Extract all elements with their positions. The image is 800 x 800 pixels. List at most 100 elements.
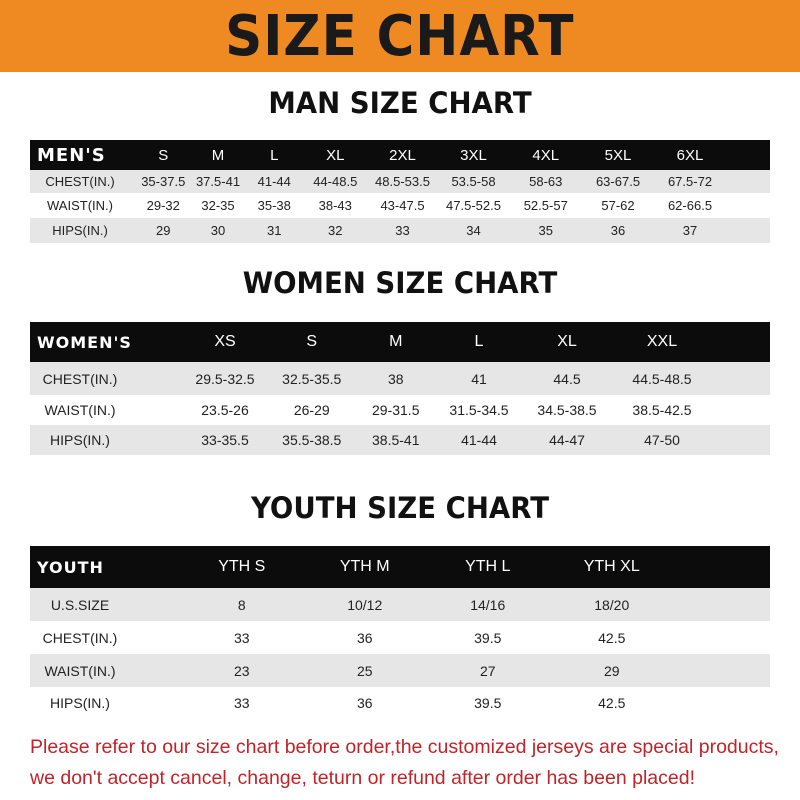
header-row: YOUTH YTH S YTH M YTH L YTH XL	[30, 546, 770, 588]
measurement-cell: 18/20	[594, 596, 630, 613]
table-row: WAIST(IN.) 29-32 32-35 35-38 38-43 43-47.5 47.…	[30, 193, 770, 218]
size-header-cell: S	[306, 333, 318, 350]
size-header-cell: XS	[214, 333, 236, 350]
row-label: WAIST(IN.)	[44, 662, 116, 679]
measurement-cell: 41	[471, 370, 487, 387]
measurement-cell: 30	[210, 223, 226, 238]
table-row: HIPS(IN.) 29 30 31 32 33 34 35 36 37	[30, 218, 770, 243]
row-label: CHEST(IN.)	[45, 174, 115, 189]
measurement-cell: 38.5-42.5	[632, 402, 692, 418]
measurement-cell: 35	[538, 223, 553, 238]
size-header-cell: XL	[557, 333, 577, 350]
size-header-cell: L	[270, 146, 279, 164]
measurement-cell: 47.5-52.5	[446, 198, 501, 213]
measurement-cell: 67.5-72	[667, 174, 713, 189]
youth-size-table: YOUTH YTH S YTH M YTH L YTH XL U.S.SIZE 8 10/12…	[30, 546, 770, 718]
row-label: HIPS(IN.)	[52, 223, 108, 238]
row-label: HIPS(IN.)	[50, 694, 110, 711]
measurement-cell: 32	[328, 223, 343, 238]
size-header-cell: 5XL	[604, 146, 632, 164]
measurement-cell: 42.5	[598, 694, 626, 711]
size-header-cell: YTH XL	[583, 558, 640, 575]
youth-section-title: YOUTH SIZE CHART	[250, 491, 550, 525]
measurement-cell: 14/16	[470, 596, 506, 613]
measurement-cell: 38	[387, 370, 404, 387]
header-row: MEN'S S M L XL 2XL 3XL 4XL 5XL 6XL	[30, 140, 770, 170]
size-header-cell: L	[474, 333, 484, 350]
measurement-cell: 43-47.5	[380, 198, 425, 213]
row-label: WAIST(IN.)	[47, 198, 113, 213]
measurement-cell: 37.5-41	[195, 174, 241, 189]
measurement-cell: 33	[233, 694, 250, 711]
row-label: HIPS(IN.)	[50, 432, 110, 448]
table-title-cell: WOMEN'S	[37, 332, 132, 352]
header-row: WOMEN'S XS S M L XL XXL	[30, 322, 770, 362]
table-title-cell: YOUTH	[37, 557, 104, 577]
measurement-cell: 35-38	[257, 198, 291, 213]
measurement-cell: 36	[356, 629, 373, 646]
measurement-cell: 44-47	[549, 432, 585, 448]
measurement-cell: 23.5-26	[201, 402, 249, 418]
row-label: WAIST(IN.)	[44, 402, 116, 418]
women-size-table: WOMEN'S XS S M L XL XXL CHEST(IN.) 29.5-32.5 32.5…	[30, 322, 770, 455]
size-header-cell: 4XL	[532, 146, 560, 164]
measurement-cell: 29	[156, 223, 171, 238]
measurement-cell: 35.5-38.5	[282, 432, 342, 448]
measurement-cell: 27	[479, 662, 496, 679]
measurement-cell: 29-32	[146, 198, 180, 213]
measurement-cell: 36	[356, 694, 373, 711]
table-row: U.S.SIZE 8 10/12 14/16 18/20	[30, 588, 770, 621]
measurement-cell: 29	[603, 662, 620, 679]
measurement-cell: 31.5-34.5	[449, 402, 509, 418]
measurement-cell: 25	[356, 662, 373, 679]
measurement-cell: 37	[682, 223, 698, 238]
measurement-cell: 39.5	[474, 629, 502, 646]
measurement-cell: 32.5-35.5	[282, 370, 342, 387]
notice-line-1: Please refer to our size chart before or…	[30, 736, 779, 758]
table-row: WAIST(IN.) 23 25 27 29	[30, 654, 770, 687]
measurement-cell: 34	[466, 223, 481, 238]
size-header-cell: YTH L	[465, 558, 511, 575]
page-title: SIZE CHART	[225, 3, 575, 69]
size-header-cell: XL	[326, 146, 345, 164]
measurement-cell: 29.5-32.5	[195, 370, 255, 387]
measurement-cell: 26-29	[293, 402, 330, 418]
measurement-cell: 57-62	[601, 198, 635, 213]
measurement-cell: 48.5-53.5	[375, 174, 430, 189]
notice-line-2: we don't accept cancel, change, teturn o…	[30, 767, 695, 789]
measurement-cell: 47-50	[644, 432, 680, 448]
order-notice: Please refer to our size chart before or…	[30, 732, 790, 794]
measurement-cell: 29-31.5	[372, 402, 420, 418]
measurement-cell: 35-37.5	[141, 174, 186, 189]
men-section-title: MAN SIZE CHART	[268, 86, 532, 120]
table-row: HIPS(IN.) 33 36 39.5 42.5	[30, 687, 770, 718]
measurement-cell: 41-44	[257, 174, 291, 189]
measurement-cell: 36	[610, 223, 626, 238]
measurement-cell: 53.5-58	[451, 174, 496, 189]
table-row: HIPS(IN.) 33-35.5 35.5-38.5 38.5-41 41-44 44-…	[30, 425, 770, 455]
women-section-title: WOMEN SIZE CHART	[242, 266, 558, 300]
measurement-cell: 23	[233, 662, 250, 679]
measurement-cell: 41-44	[461, 432, 497, 448]
measurement-cell: 33	[395, 223, 410, 238]
measurement-cell: 58-63	[529, 174, 563, 189]
size-header-cell: M	[211, 146, 225, 164]
measurement-cell: 34.5-38.5	[537, 402, 597, 418]
measurement-cell: 63-67.5	[595, 174, 641, 189]
measurement-cell: 31	[267, 223, 282, 238]
row-label: CHEST(IN.)	[42, 629, 118, 646]
size-header-cell: YTH M	[339, 558, 390, 575]
table-row: CHEST(IN.) 29.5-32.5 32.5-35.5 38 41 44.5 44.5…	[30, 362, 770, 395]
size-header-cell: M	[389, 333, 403, 350]
measurement-cell: 52.5-57	[523, 198, 568, 213]
size-header-cell: XXL	[646, 333, 678, 350]
size-header-cell: YTH S	[218, 558, 266, 575]
table-title-cell: MEN'S	[37, 144, 106, 166]
measurement-cell: 44.5-48.5	[632, 370, 692, 387]
measurement-cell: 62-66.5	[667, 198, 713, 213]
measurement-cell: 39.5	[474, 694, 502, 711]
measurement-cell: 33	[233, 629, 250, 646]
measurement-cell: 33-35.5	[201, 432, 249, 448]
size-header-cell: 2XL	[389, 146, 416, 164]
row-label: CHEST(IN.)	[42, 370, 118, 387]
